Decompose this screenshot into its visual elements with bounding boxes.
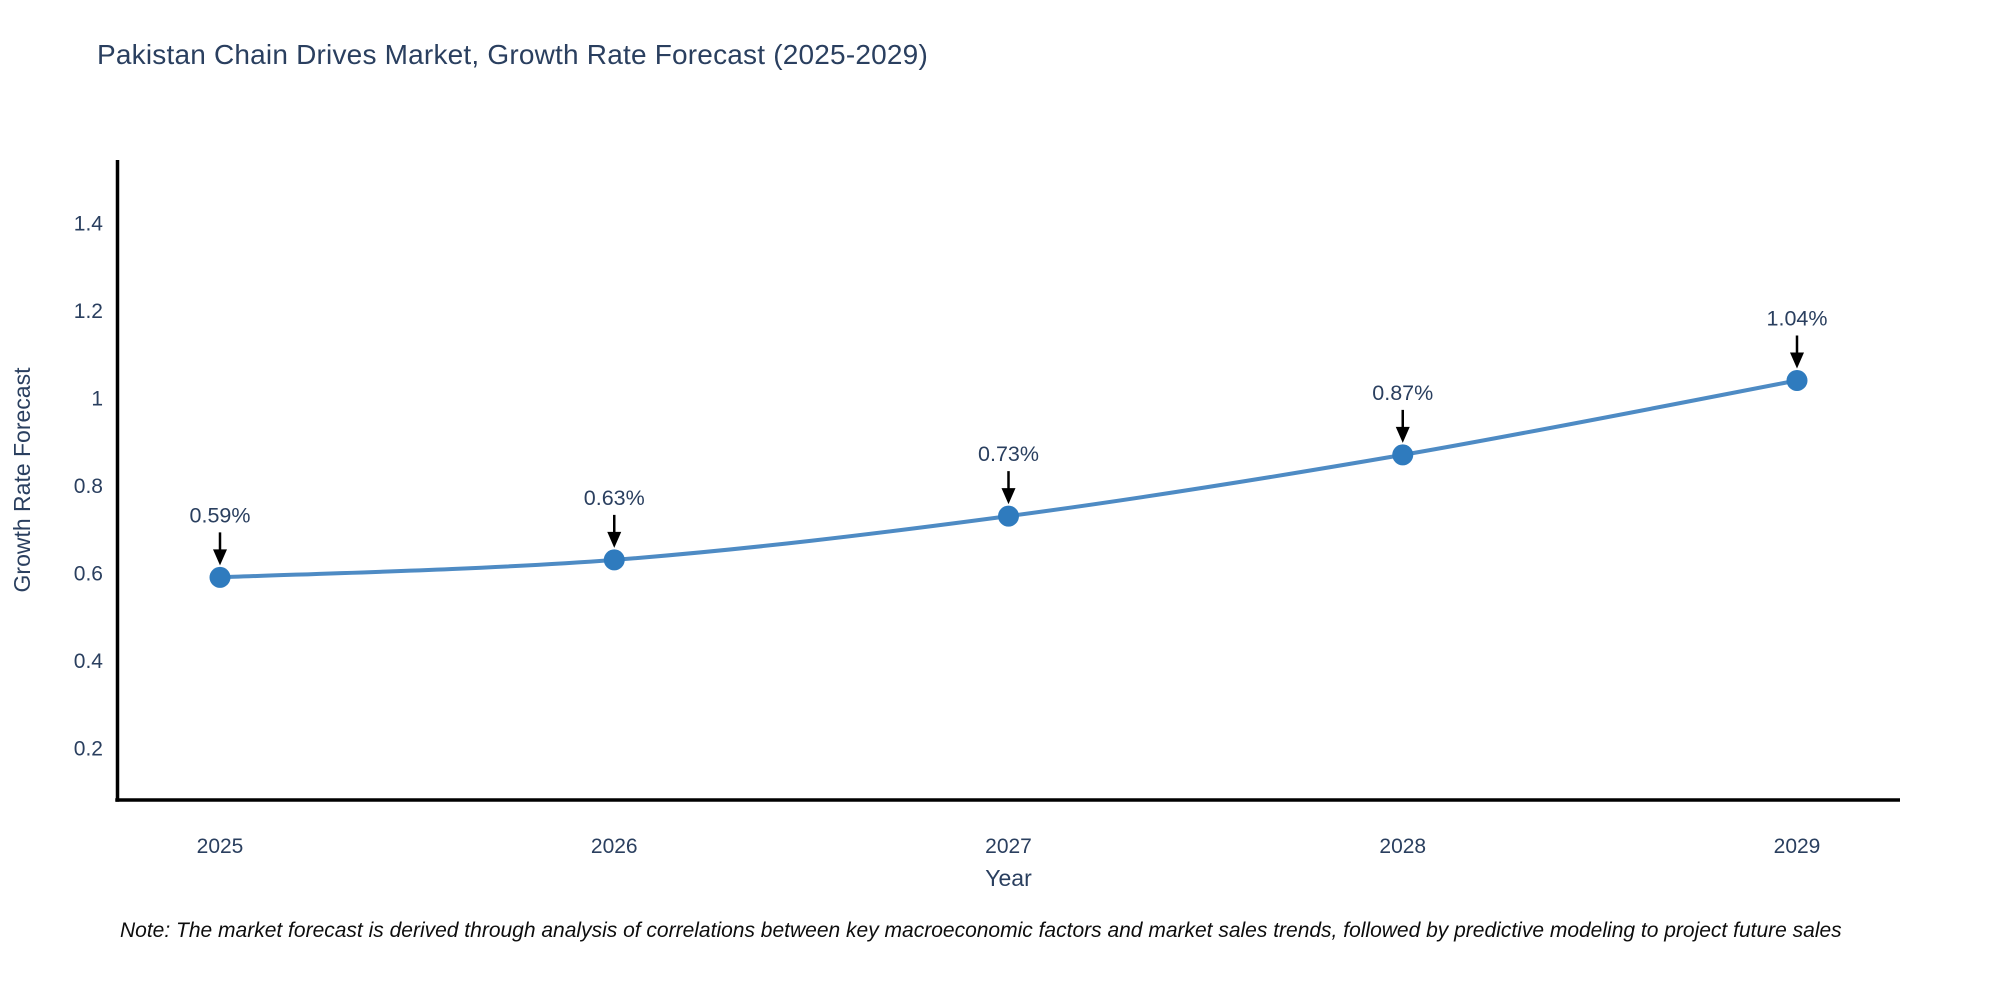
data-point-marker <box>1392 444 1414 466</box>
annotation-arrow-head <box>1001 488 1016 505</box>
y-tick-label: 0.4 <box>74 650 104 673</box>
annotation-arrow-head <box>607 531 622 548</box>
data-point-marker <box>1786 370 1808 391</box>
y-tick-label: 1.2 <box>74 300 103 323</box>
y-tick-label: 0.8 <box>74 475 103 498</box>
y-tick-label: 1 <box>91 388 103 411</box>
y-tick-label: 0.2 <box>74 738 103 761</box>
x-tick-label: 2028 <box>1379 835 1426 858</box>
data-point-marker <box>998 505 1019 527</box>
x-tick-label: 2026 <box>591 835 638 858</box>
y-tick-label: 1.4 <box>74 213 104 236</box>
chart-title: Pakistan Chain Drives Market, Growth Rat… <box>97 39 928 70</box>
x-tick-label: 2027 <box>985 835 1032 858</box>
annotation-arrow-head <box>1395 426 1410 443</box>
data-point-label: 0.59% <box>190 503 251 527</box>
footnote: Note: The market forecast is derived thr… <box>120 919 1842 942</box>
annotation-arrow-head <box>213 549 227 566</box>
x-axis-title: Year <box>985 865 1032 891</box>
data-point-label: 0.73% <box>978 442 1039 466</box>
annotation-arrow-head <box>1790 352 1804 369</box>
data-point-label: 1.04% <box>1767 307 1828 331</box>
y-axis-title: Growth Rate Forecast <box>9 367 35 593</box>
data-point-marker <box>209 566 231 588</box>
x-tick-label: 2025 <box>197 835 244 858</box>
data-point-label: 0.87% <box>1372 381 1433 405</box>
data-point-label: 0.63% <box>584 486 645 510</box>
y-tick-label: 0.6 <box>74 563 103 586</box>
x-tick-label: 2029 <box>1774 835 1821 858</box>
data-point-marker <box>603 549 625 571</box>
